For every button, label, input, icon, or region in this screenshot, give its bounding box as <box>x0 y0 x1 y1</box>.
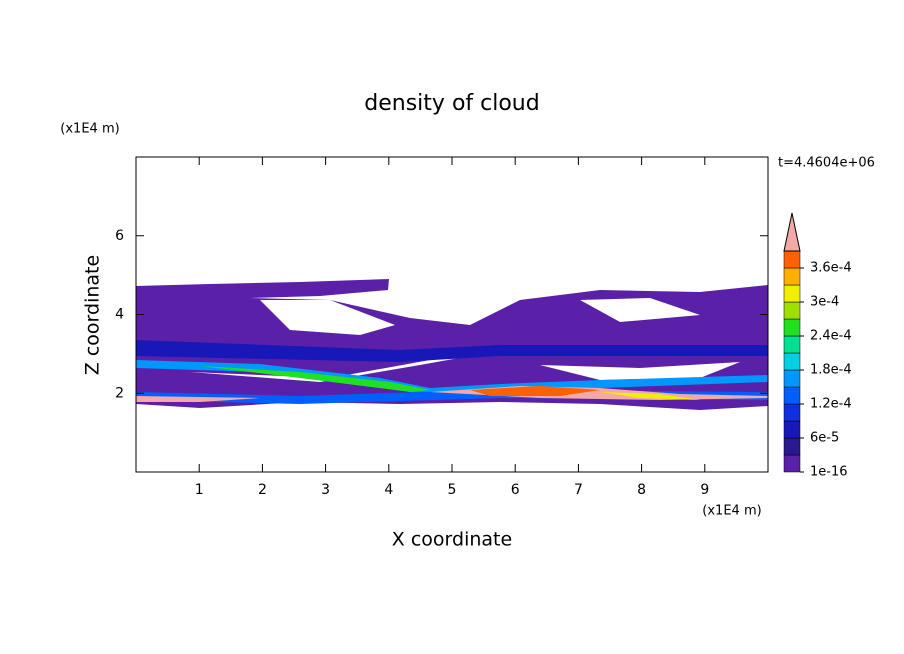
x-tick-label: 9 <box>700 482 709 498</box>
colorbar-box <box>783 335 801 354</box>
colorbar-box <box>783 318 801 337</box>
contour-field <box>136 279 768 410</box>
colorbar-box <box>783 454 801 473</box>
colorbar-tick-label: 3.6e-4 <box>810 261 852 276</box>
colorbar-tick-label: 3e-4 <box>810 295 839 310</box>
contour-fill <box>260 300 395 335</box>
y-unit: (x1E4 m) <box>60 122 119 137</box>
colorbar-box <box>783 420 801 439</box>
colorbar-box <box>783 301 801 320</box>
contour-fill <box>540 362 740 380</box>
colorbar-box <box>783 386 801 405</box>
y-tick-label: 6 <box>115 228 124 244</box>
x-unit: (x1E4 m) <box>702 504 761 519</box>
x-tick-label: 6 <box>511 482 520 498</box>
colorbar-tick-label: 1.8e-4 <box>810 363 852 378</box>
x-tick-label: 2 <box>258 482 267 498</box>
x-tick-label: 8 <box>637 482 646 498</box>
contour-fill <box>600 392 700 400</box>
colorbar-box <box>783 250 801 269</box>
chart-title: density of cloud <box>364 91 539 116</box>
y-axis-label: Z coordinate <box>82 255 104 375</box>
x-tick-label: 3 <box>321 482 330 498</box>
x-axis-label: X coordinate <box>392 529 512 551</box>
contour-fill <box>136 340 768 362</box>
colorbar-box <box>783 284 801 303</box>
colorbar-tick-label: 6e-5 <box>810 431 839 446</box>
colorbar-tick-label: 1.2e-4 <box>810 397 852 412</box>
contour-fill <box>136 360 768 396</box>
x-tick-label: 4 <box>384 482 393 498</box>
colorbar-box <box>783 437 801 456</box>
y-tick-label: 4 <box>115 307 124 323</box>
colorbar-box <box>783 369 801 388</box>
colorbar-box <box>783 267 801 286</box>
colorbar-tick-label: 1e-16 <box>810 465 848 480</box>
x-tick-label: 5 <box>448 482 457 498</box>
y-tick-label: 2 <box>115 385 124 401</box>
colorbar-extension <box>783 212 801 252</box>
colorbar-box <box>783 403 801 422</box>
x-tick-label: 7 <box>574 482 583 498</box>
contour-fill <box>136 396 260 402</box>
contour-fill <box>200 366 430 392</box>
x-tick-label: 1 <box>195 482 204 498</box>
contour-fill <box>580 298 700 322</box>
time-annotation: t=4.4604e+06 <box>778 156 875 171</box>
contour-fill <box>470 386 600 396</box>
contour-fill <box>190 356 470 382</box>
colorbar-tick-label: 2.4e-4 <box>810 329 852 344</box>
colorbar-box <box>783 352 801 371</box>
